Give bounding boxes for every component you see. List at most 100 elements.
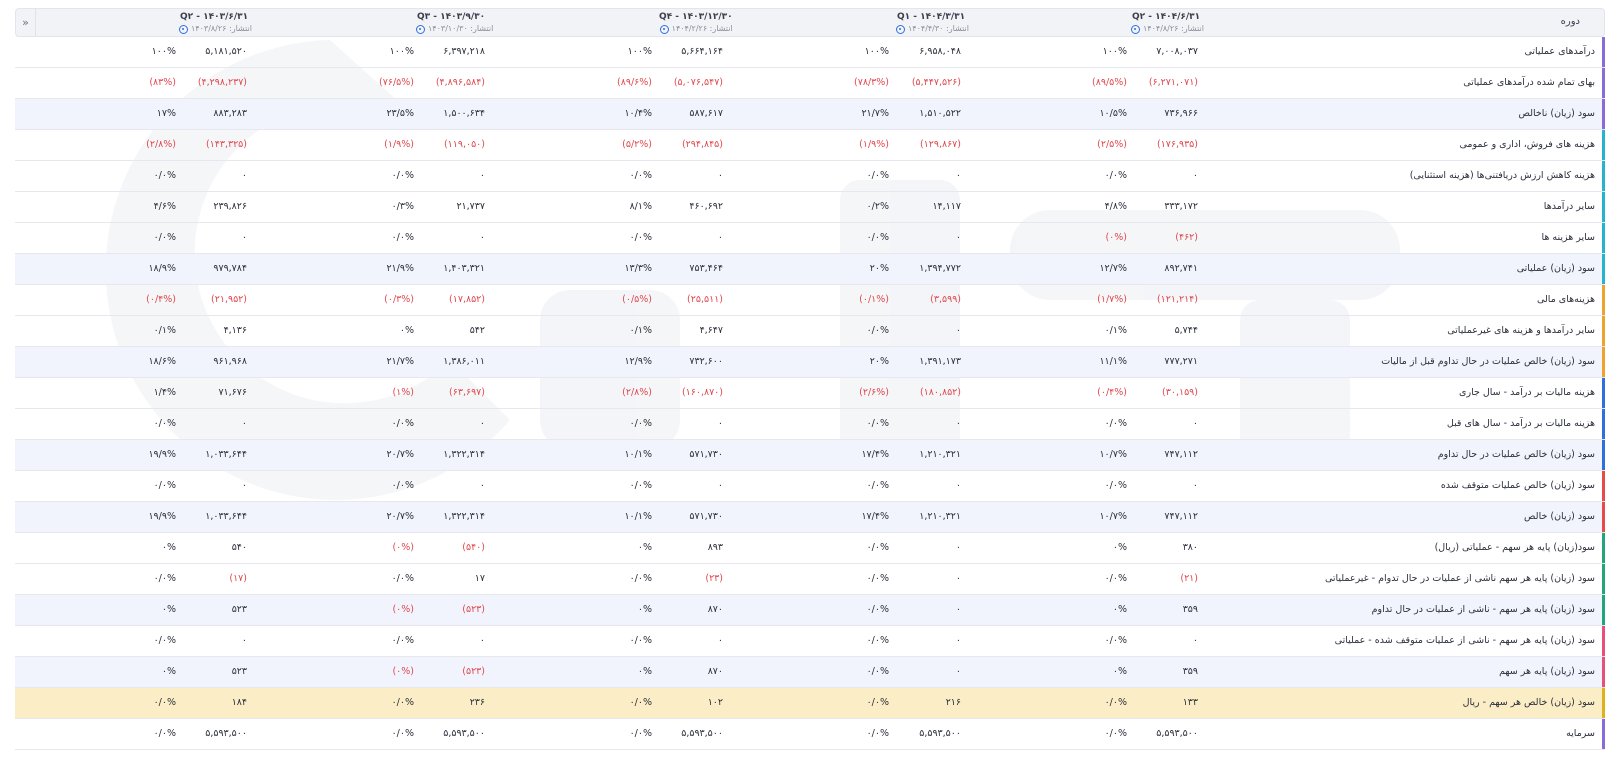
percent-cell: ۰/۰%	[1104, 418, 1127, 429]
row-category-bar	[1602, 657, 1605, 687]
value-cell: ۰	[955, 604, 961, 615]
row-label: سایر درآمدها و هزینه های غیرعملیاتی	[1447, 325, 1595, 336]
percent-cell: ۰/۰%	[391, 418, 414, 429]
row-label: سود (زیان) عملیاتی	[1516, 263, 1595, 274]
percent-cell: ۱۸/۹%	[148, 263, 176, 274]
value-cell: ۵,۷۴۴	[1174, 325, 1198, 336]
percent-cell: (۰%)	[392, 604, 414, 615]
publish-info-icon[interactable]	[416, 24, 425, 34]
percent-cell: ۰/۰%	[153, 170, 176, 181]
percent-cell: ۰/۱%	[153, 325, 176, 336]
value-cell: ۱,۰۳۳,۶۴۴	[205, 511, 247, 522]
value-cell: ۵,۵۹۳,۵۰۰	[919, 728, 961, 739]
value-cell: ۰	[241, 635, 247, 646]
row-category-bar	[1602, 285, 1605, 315]
percent-cell: ۱۰/۵%	[1099, 108, 1127, 119]
row-label: سود (زیان) خالص عملیات در حال تداوم	[1437, 449, 1595, 460]
table-row: هزینه های فروش، اداری و عمومی (۱۷۶,۹۳۵) (۲…	[15, 130, 1605, 161]
value-cell: ۷۳۶,۹۶۶	[1164, 108, 1198, 119]
percent-cell: (۰/۵%)	[622, 294, 652, 305]
percent-cell: ۰%	[161, 666, 176, 677]
value-cell: ۰	[955, 666, 961, 677]
percent-cell: (۰/۴%)	[146, 294, 176, 305]
percent-cell: ۰/۰%	[866, 635, 889, 646]
percent-cell: ۲۰/۷%	[386, 449, 414, 460]
value-cell: ۰	[241, 232, 247, 243]
row-category-bar	[1602, 409, 1605, 439]
table-row: بهای تمام شده درآمدهای عملیاتی (۶,۲۷۱,۰۷۱…	[15, 68, 1605, 99]
value-cell: ۵۲۳	[231, 604, 247, 615]
collapse-chevron-icon[interactable]: »	[16, 9, 36, 36]
table-row: سود (زیان) پایه هر سهم - ناشی از عملیات …	[15, 595, 1605, 626]
percent-cell: ۰/۰%	[629, 170, 652, 181]
row-category-bar	[1602, 440, 1605, 470]
row-label: هزینه کاهش ارزش دریافتنی‌ها (هزینه استثن…	[1409, 170, 1595, 181]
row-label: سایر درآمدها	[1543, 201, 1595, 212]
value-cell: ۰	[479, 418, 485, 429]
value-cell: ۱,۴۰۳,۳۲۱	[443, 263, 485, 274]
value-cell: ۰	[955, 635, 961, 646]
published-date: انتشار: ۱۴۰۴/۲/۲۶	[671, 24, 733, 33]
publish-info-icon[interactable]	[179, 24, 188, 34]
value-cell: (۱۲۱,۲۱۴)	[1156, 294, 1198, 305]
table-row: سود (زیان) عملیاتی ۸۹۲,۷۴۱ ۱۲/۷% ۱,۳۹۴,۷۷۲ ۲…	[15, 254, 1605, 285]
row-label: درآمدهای عملیاتی	[1524, 46, 1595, 57]
percent-cell: ۱۰/۷%	[1099, 449, 1127, 460]
percent-cell: ۰/۰%	[153, 573, 176, 584]
percent-cell: ۱۳/۳%	[624, 263, 652, 274]
value-cell: ۷۴۷,۱۱۲	[1164, 511, 1198, 522]
value-cell: ۵,۱۸۱,۵۲۰	[205, 46, 247, 57]
table-row: سود (زیان) خالص عملیات متوقف شده ۰ ۰/۰% ۰ ۰/…	[15, 471, 1605, 502]
percent-cell: ۰/۰%	[866, 170, 889, 181]
value-cell: (۱۷)	[229, 573, 247, 584]
percent-cell: (۰%)	[392, 542, 414, 553]
row-label: هزینه‌های مالی	[1536, 294, 1595, 305]
percent-cell: ۰/۰%	[629, 418, 652, 429]
publish-info-icon[interactable]	[896, 24, 905, 34]
percent-cell: ۱۰۰%	[627, 46, 652, 57]
table-body: درآمدهای عملیاتی ۷,۰۰۸,۰۳۷ ۱۰۰% ۶,۹۵۸,۰۴۸ ۱۰…	[15, 37, 1605, 750]
percent-cell: ۲۳/۵%	[386, 108, 414, 119]
value-cell: (۵۲۳)	[462, 604, 485, 615]
row-category-bar	[1602, 316, 1605, 346]
value-cell: ۰	[955, 573, 961, 584]
percent-cell: (۱/۹%)	[859, 139, 889, 150]
value-cell: ۰	[479, 170, 485, 181]
percent-cell: ۱۰۰%	[1102, 46, 1127, 57]
percent-cell: ۰/۰%	[629, 635, 652, 646]
value-cell: ۰	[1192, 170, 1198, 181]
row-category-bar	[1602, 347, 1605, 377]
percent-cell: ۲۰%	[869, 356, 889, 367]
percent-cell: ۰/۲%	[866, 201, 889, 212]
percent-cell: ۰%	[161, 604, 176, 615]
percent-cell: ۰/۱%	[1104, 325, 1127, 336]
value-cell: (۵۲۳)	[462, 666, 485, 677]
percent-cell: (۲/۸%)	[622, 387, 652, 398]
value-cell: ۸۹۲,۷۴۱	[1164, 263, 1198, 274]
row-label: سرمایه	[1566, 728, 1595, 739]
value-cell: (۵,۴۴۷,۵۲۶)	[911, 77, 961, 88]
row-label: سود (زیان) ناخالص	[1518, 108, 1596, 119]
value-cell: ۰	[717, 635, 723, 646]
row-label: سود (زیان) پایه هر سهم ناشی از عملیات در…	[1324, 573, 1595, 584]
publish-info-icon[interactable]	[659, 24, 669, 34]
table-row: سود (زیان) خالص ۷۴۷,۱۱۲ ۱۰/۷% ۱,۲۱۰,۳۲۱ ۱۷/۴…	[15, 502, 1605, 533]
value-cell: ۷۴۷,۱۱۲	[1164, 449, 1198, 460]
percent-cell: ۰/۰%	[629, 573, 652, 584]
percent-cell: ۰/۰%	[629, 728, 652, 739]
value-cell: ۲۱۶	[945, 697, 961, 708]
row-category-bar	[1602, 37, 1605, 67]
percent-cell: ۱۰۰%	[151, 46, 176, 57]
published-date: انتشار: ۱۴۰۴/۸/۲۶	[1143, 24, 1205, 33]
row-label: هزینه مالیات بر درآمد - سال جاری	[1459, 387, 1595, 398]
percent-cell: ۰/۰%	[391, 635, 414, 646]
percent-cell: ۰/۰%	[153, 232, 176, 243]
table-row: درآمدهای عملیاتی ۷,۰۰۸,۰۳۷ ۱۰۰% ۶,۹۵۸,۰۴۸ ۱۰…	[15, 37, 1605, 68]
percent-cell: ۰/۰%	[629, 232, 652, 243]
row-label: سود (زیان) خالص	[1524, 511, 1595, 522]
publish-info-icon[interactable]	[1131, 24, 1140, 34]
percent-cell: ۱۷/۴%	[861, 449, 889, 460]
value-cell: ۰	[955, 170, 961, 181]
row-label: سایر هزینه ها	[1541, 232, 1595, 243]
percent-cell: ۰/۰%	[391, 697, 414, 708]
